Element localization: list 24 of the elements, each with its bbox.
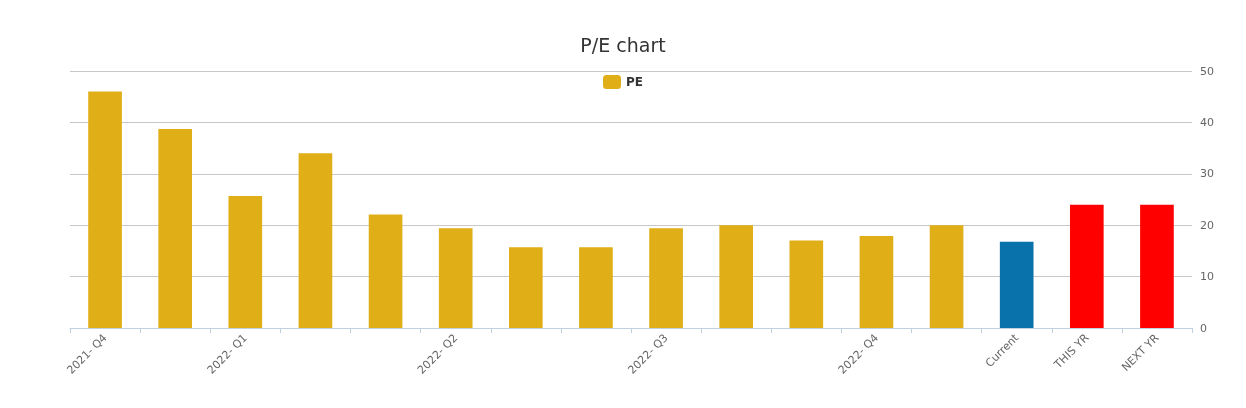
bar xyxy=(1140,204,1174,328)
bar xyxy=(859,235,894,328)
bar xyxy=(438,228,473,328)
bar xyxy=(298,153,333,328)
bar xyxy=(719,225,754,328)
y-tick-label: 20 xyxy=(1200,218,1214,232)
bar xyxy=(368,214,403,328)
y-tick-label: 40 xyxy=(1200,115,1214,129)
y-tick-label: 10 xyxy=(1200,270,1214,284)
bar xyxy=(158,129,193,328)
bar xyxy=(579,247,613,328)
chart-title: P/E chart xyxy=(580,33,666,56)
y-tick-label: 50 xyxy=(1200,64,1214,78)
bar xyxy=(789,240,824,328)
bar xyxy=(929,225,964,328)
legend-label: PE xyxy=(626,75,643,89)
bar xyxy=(508,247,543,328)
bar xyxy=(88,91,122,328)
y-tick-label: 30 xyxy=(1200,167,1214,181)
bar xyxy=(228,195,263,328)
y-tick-label: 0 xyxy=(1200,321,1207,335)
bar xyxy=(649,228,683,328)
bar xyxy=(1069,204,1104,328)
bar xyxy=(999,241,1034,328)
